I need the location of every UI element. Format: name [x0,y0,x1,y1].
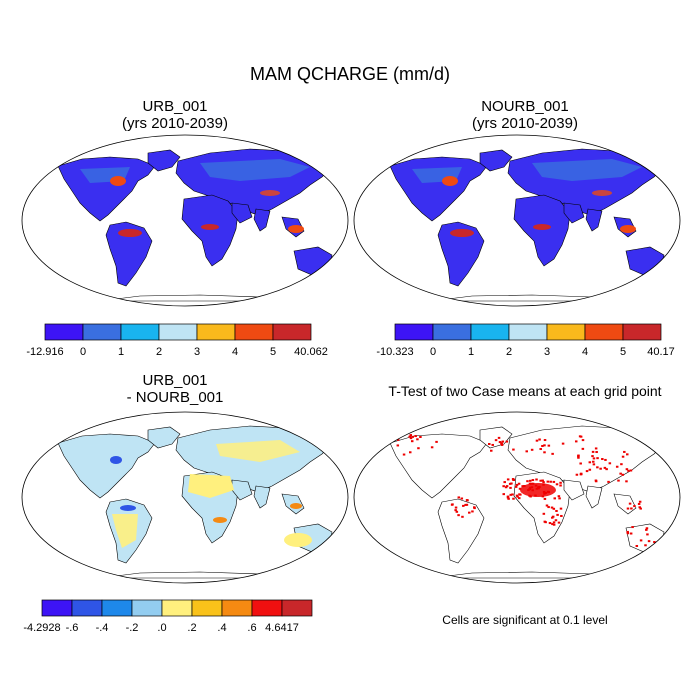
colorbar-box [234,323,274,341]
colorbar-label: -.2 [126,622,139,634]
colorbar-label: 2 [506,346,512,358]
colorbar-label: .0 [157,622,166,634]
map-diff [21,411,349,584]
colorbar-box [622,323,662,341]
colorbar-label: .4 [217,622,226,634]
colorbar-label: 4 [232,346,238,358]
colorbar-label: -.6 [66,622,79,634]
colorbar-box [161,599,193,617]
colorbar-box [191,599,223,617]
colorbar-box [432,323,472,341]
colorbar-diff: -4.2928 -.6 -.4 -.2 .0 .2 .4 .6 4.6417 [23,599,313,634]
colorbar-box [546,323,586,341]
panel-title-diff: URB_001 - NOURB_001 [60,372,290,406]
colorbar-box [131,599,163,617]
colorbar-label: .6 [247,622,256,634]
colorbar-box [584,323,624,341]
panel-title-ttest: T-Test of two Case means at each grid po… [388,383,662,399]
colorbar-box [221,599,253,617]
colorbar-label: 1 [118,346,124,358]
panel-title-urb: URB_001 (yrs 2010-2039) [60,98,290,132]
map-urb [21,134,349,307]
panel-title-nourb-line2: (yrs 2010-2039) [472,115,578,132]
colorbar-box [71,599,103,617]
map-nourb [353,134,681,307]
colorbar-label: -12.916 [26,346,63,358]
colorbar-label: 2 [156,346,162,358]
colorbar-box [470,323,510,341]
colorbar-label: 4.6417 [265,622,299,634]
colorbar-box [82,323,122,341]
colorbar-nourb: -10.323 0 1 2 3 4 5 40.17 [376,323,675,358]
map-ttest [353,411,681,584]
colorbar-label: 5 [270,346,276,358]
figure-title: MAM QCHARGE (mm/d) [250,64,450,84]
colorbar-box [101,599,133,617]
colorbar-label: .2 [187,622,196,634]
colorbar-label: 0 [430,346,436,358]
panel-title-urb-line1: URB_001 [142,98,208,115]
colorbar-urb: -12.916 0 1 2 3 4 5 40.062 [26,323,328,358]
panel-title-urb-line2: (yrs 2010-2039) [122,115,228,132]
colorbar-box [41,599,73,617]
colorbar-box [158,323,198,341]
colorbar-label: -10.323 [376,346,413,358]
colorbar-label: 5 [620,346,626,358]
colorbar-label: 3 [194,346,200,358]
colorbar-label: -.4 [96,622,109,634]
panel-title-nourb-line1: NOURB_001 [481,98,569,115]
panel-title-nourb: NOURB_001 (yrs 2010-2039) [410,98,640,132]
colorbar-box [120,323,160,341]
colorbar-label: 3 [544,346,550,358]
significance-note: Cells are significant at 0.1 level [442,613,608,627]
colorbar-label: 0 [80,346,86,358]
colorbar-box [394,323,434,341]
colorbar-box [272,323,312,341]
colorbar-label: 40.062 [294,346,328,358]
colorbar-box [508,323,548,341]
colorbar-box [251,599,283,617]
colorbar-box [44,323,84,341]
colorbar-label: 4 [582,346,588,358]
colorbar-label: 40.17 [647,346,675,358]
colorbar-box [196,323,236,341]
panel-title-diff-line1: URB_001 [142,372,208,389]
colorbar-label: -4.2928 [23,622,60,634]
panel-title-diff-line2: - NOURB_001 [126,389,224,406]
colorbar-box [281,599,313,617]
colorbar-label: 1 [468,346,474,358]
